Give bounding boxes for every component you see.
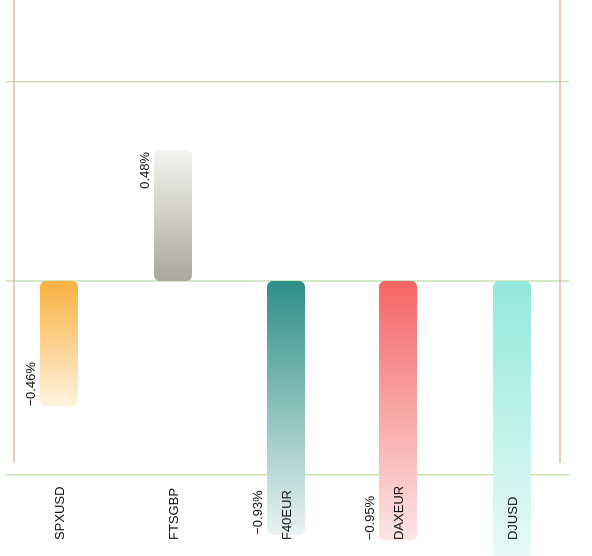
category-label-ftsgbp: FTSGBP bbox=[166, 488, 181, 540]
value-label-spxusd: −0.46% bbox=[23, 362, 38, 407]
bar-djusd bbox=[493, 281, 531, 556]
category-label-djusd: DJUSD bbox=[505, 497, 520, 540]
value-label-daxeur: −0.95% bbox=[362, 495, 377, 540]
category-labels: SPXUSD FTSGBP F40EUR DAXEUR DJUSD bbox=[52, 486, 520, 540]
chart-frame bbox=[13, 0, 561, 463]
bars bbox=[40, 150, 531, 556]
value-label-ftsgbp: 0.48% bbox=[137, 152, 152, 189]
bar-daxeur bbox=[379, 281, 417, 541]
category-label-daxeur: DAXEUR bbox=[391, 486, 406, 540]
bar-f40eur bbox=[267, 281, 305, 535]
bar-spxusd bbox=[40, 281, 78, 407]
category-label-f40eur: F40EUR bbox=[279, 490, 294, 540]
value-label-f40eur: −0.93% bbox=[250, 490, 265, 535]
bar-ftsgbp bbox=[154, 150, 192, 281]
category-label-spxusd: SPXUSD bbox=[52, 487, 67, 540]
value-labels: −0.46% 0.48% −0.93% −0.95% bbox=[23, 152, 377, 541]
